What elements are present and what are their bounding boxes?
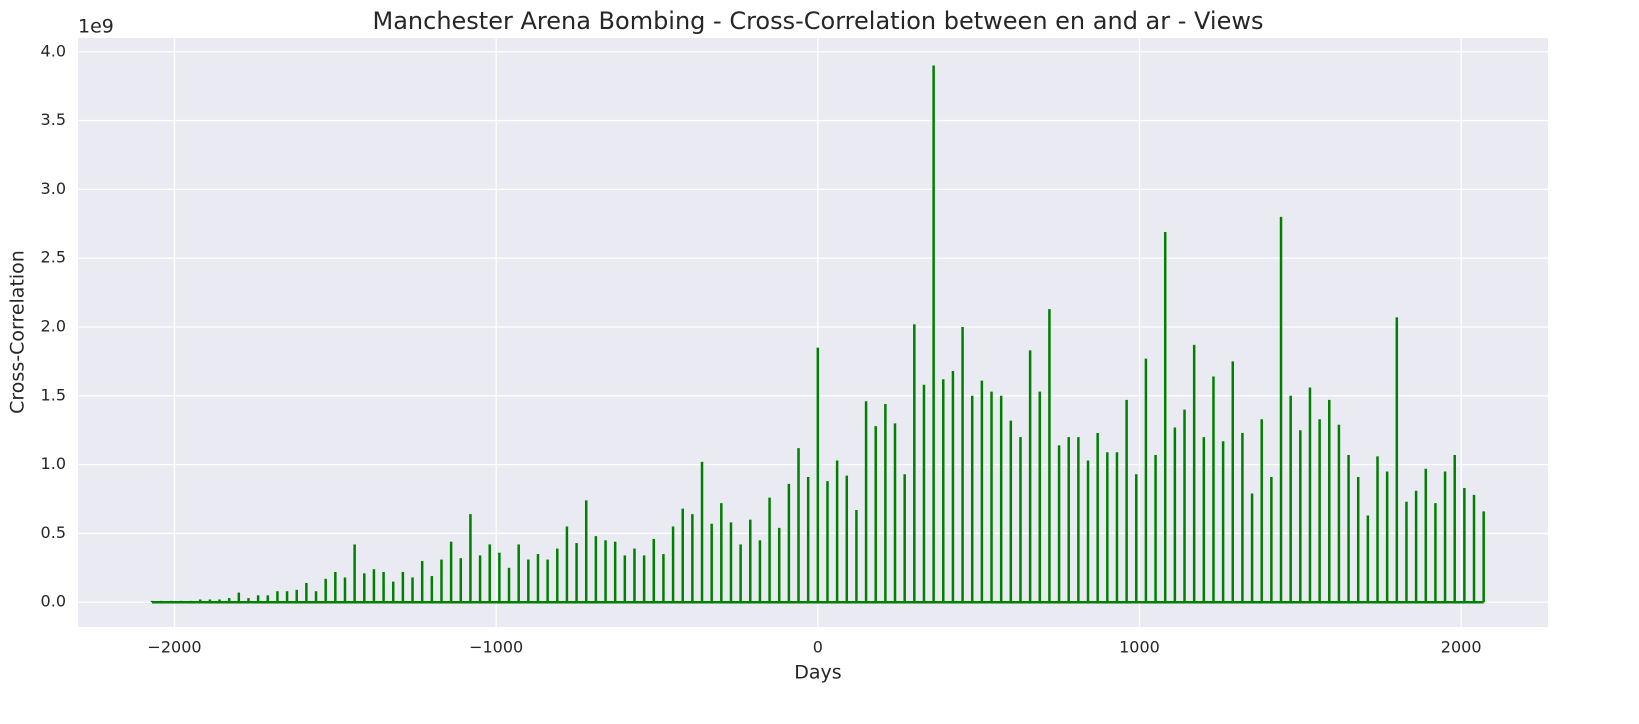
grid	[78, 38, 1548, 627]
y-tick-label: 1.5	[41, 385, 66, 404]
chart-title: Manchester Arena Bombing - Cross-Correla…	[373, 7, 1264, 35]
y-tick-label: 4.0	[41, 41, 66, 60]
x-tick-label: −2000	[147, 638, 201, 657]
y-axis-label: Cross-Correlation	[7, 250, 29, 414]
marks	[150, 65, 1485, 604]
y-tick-label: 3.0	[41, 179, 66, 198]
y-offset-label: 1e9	[78, 16, 114, 38]
y-tick-label: 0.0	[41, 592, 66, 611]
y-tick-label: 3.5	[41, 110, 66, 129]
x-axis-label: Days	[794, 662, 841, 684]
x-tick-label: 2000	[1441, 638, 1482, 657]
y-tick-label: 1.0	[41, 454, 66, 473]
y-tick-label: 2.0	[41, 316, 66, 335]
x-tick-label: 0	[813, 638, 823, 657]
y-tick-label: 2.5	[41, 248, 66, 267]
y-tick-label: 0.5	[41, 523, 66, 542]
x-tick-label: 1000	[1119, 638, 1160, 657]
plot-area	[78, 38, 1548, 627]
x-tick-label: −1000	[469, 638, 523, 657]
